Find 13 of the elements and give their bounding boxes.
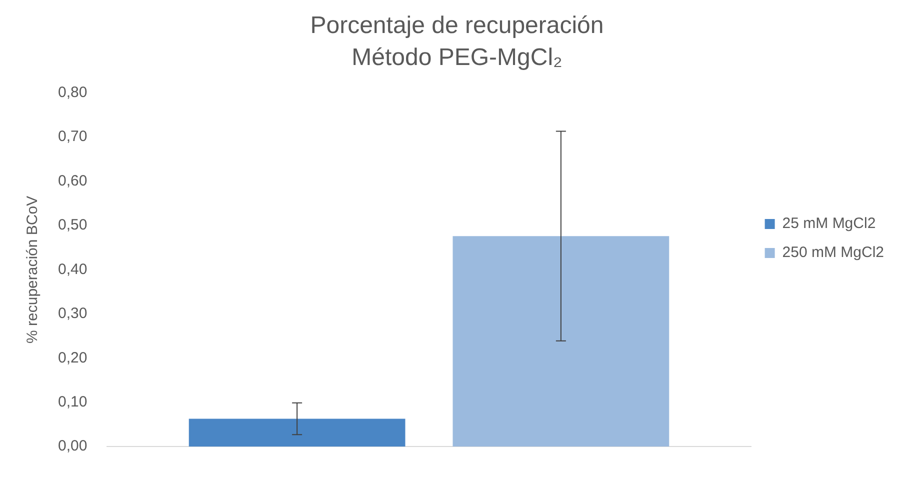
y-axis-title: % recuperación BCoV [24,196,42,344]
y-tick-label: 0,50 [58,216,88,234]
legend-label: 25 mM MgCl2 [782,215,876,232]
legend-label: 250 mM MgCl2 [782,244,884,262]
y-tick-label: 0,30 [58,305,88,322]
y-tick-label: 0,00 [58,438,88,455]
y-tick-label: 0,20 [58,349,88,366]
y-tick-label: 0,40 [58,260,88,278]
y-tick-label: 0,80 [58,84,88,101]
y-tick-label: 0,60 [58,172,88,190]
chart-title: Porcentaje de recuperación Método PEG-MgCl₂ [310,12,604,72]
y-tick-label: 0,70 [58,128,88,146]
y-tick-label: 0,10 [58,394,88,411]
